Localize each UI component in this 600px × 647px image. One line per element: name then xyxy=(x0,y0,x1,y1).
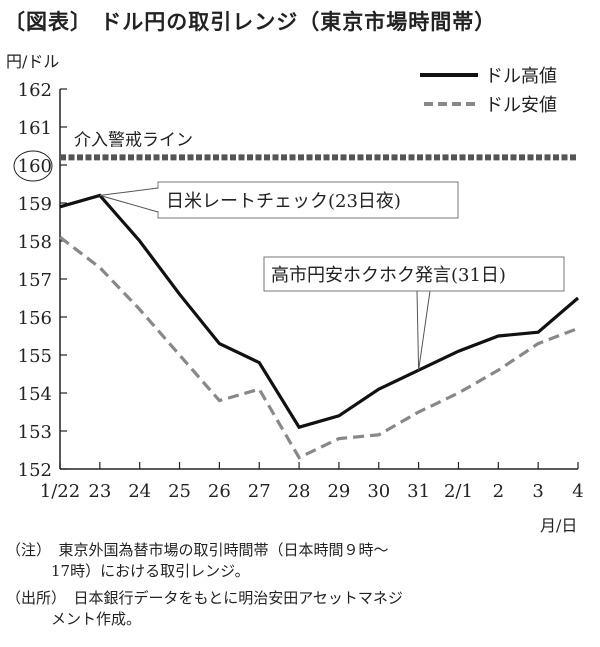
legend-label-high: ドル高値 xyxy=(485,66,557,87)
series-line-high xyxy=(59,193,580,430)
y-tick-label: 155 xyxy=(18,346,52,367)
y-tick-label: 154 xyxy=(18,384,52,405)
y-tick-label: 161 xyxy=(18,118,52,139)
x-tick-label: 2 xyxy=(493,481,504,502)
annotation-pointer xyxy=(416,290,431,371)
series-line-low xyxy=(59,235,579,460)
annotation-pointer xyxy=(99,187,159,213)
x-tick-label: 3 xyxy=(532,481,543,502)
x-tick-label: 30 xyxy=(367,481,390,502)
x-tick-label: 24 xyxy=(128,481,151,502)
annotation-box xyxy=(263,256,565,292)
note-line: （注） 東京外国為替市場の取引時間帯（日本時間９時〜 xyxy=(6,541,389,559)
annotation-box xyxy=(157,181,459,219)
x-tick-label: 1/22 xyxy=(40,481,80,502)
circled-tick-marker xyxy=(13,150,53,182)
x-tick-label: 2/1 xyxy=(444,481,473,502)
x-tick-label: 23 xyxy=(88,481,111,502)
y-tick-label: 158 xyxy=(18,232,52,253)
note-line: 17時）における取引レンジ。 xyxy=(6,562,250,580)
y-tick-label: 152 xyxy=(18,460,52,481)
intervention-line-label: 介入警戒ライン xyxy=(74,130,193,150)
x-tick-label: 29 xyxy=(327,481,350,502)
y-tick-label: 153 xyxy=(18,422,52,443)
x-tick-label: 31 xyxy=(407,481,430,502)
legend-label-low: ドル安値 xyxy=(485,95,557,116)
x-tick-label: 28 xyxy=(288,481,311,502)
source-line: メント作成。 xyxy=(6,610,142,628)
x-tick-label: 25 xyxy=(168,481,191,502)
source-line: （出所） 日本銀行データをもとに明治安田アセットマネジ xyxy=(6,589,403,607)
y-tick-label: 162 xyxy=(18,80,52,101)
y-axis-label: 円/ドル xyxy=(6,52,60,71)
x-axis-label: 月/日 xyxy=(540,516,578,535)
x-tick-label: 27 xyxy=(248,481,271,502)
annotation-text: 高市円安ホクホク発言(31日) xyxy=(271,265,506,286)
y-tick-label: 156 xyxy=(18,308,52,329)
y-tick-label: 160 xyxy=(18,156,52,177)
y-tick-label: 159 xyxy=(18,194,52,215)
y-tick-label: 157 xyxy=(18,270,52,291)
annotation-text: 日米レートチェック(23日夜) xyxy=(166,191,401,212)
x-tick-label: 4 xyxy=(572,481,583,502)
figure-title: 〔図表〕 ドル円の取引レンジ（東京市場時間帯） xyxy=(4,10,497,34)
x-tick-label: 26 xyxy=(208,481,231,502)
